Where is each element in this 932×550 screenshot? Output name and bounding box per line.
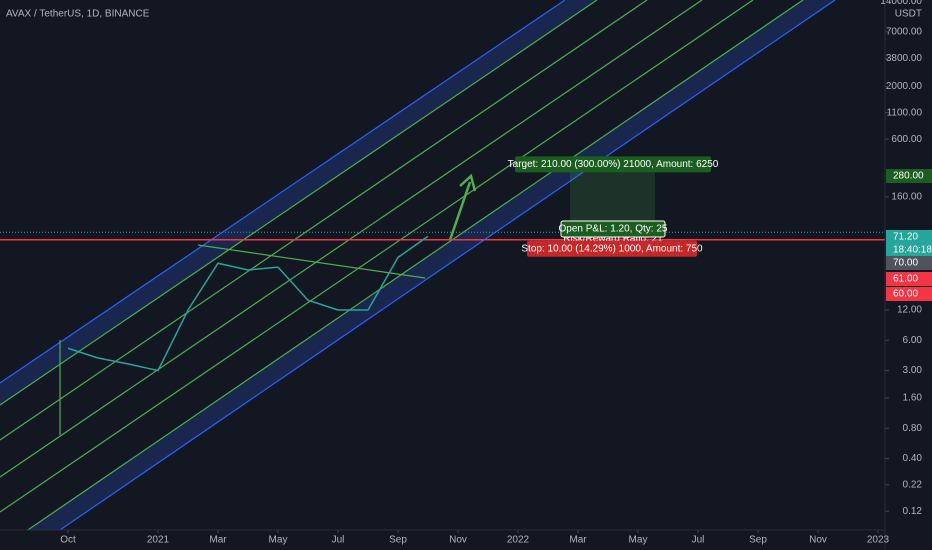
y-tick-label: 1.60 — [903, 393, 923, 404]
y-tick-label: 3800.00 — [886, 53, 923, 64]
y-tick-label: 0.12 — [903, 506, 923, 517]
y-tick-label: 160.00 — [891, 192, 922, 203]
price-label: 61.00 — [893, 274, 918, 285]
price-label-box — [886, 272, 932, 286]
countdown: 18:40:18 — [893, 245, 932, 256]
y-tick-label: 0.40 — [903, 453, 923, 464]
price-label-box — [886, 256, 932, 270]
stop-label: Stop: 10.00 (14.29%) 1000, Amount: 750 — [521, 243, 703, 254]
x-tick-label: Sep — [389, 535, 407, 546]
trend-line — [197, 244, 426, 279]
y-tick-label: 14000.00 — [880, 0, 922, 7]
y-tick-label: 0.22 — [903, 479, 923, 490]
x-tick-label: May — [269, 535, 288, 546]
y-tick-label: 0.80 — [903, 423, 923, 434]
price-label-box — [886, 169, 932, 183]
x-tick-label: Mar — [209, 535, 227, 546]
ratio-label: Risk/Reward Ratio: 21 — [563, 233, 663, 244]
x-tick-label: 2021 — [147, 535, 170, 546]
y-tick-label: 2000.00 — [886, 81, 923, 92]
channel-line — [0, 0, 648, 441]
x-tick-label: Mar — [569, 535, 587, 546]
channel-line — [0, 0, 566, 384]
price-line — [67, 235, 429, 372]
price-label: 280.00 — [893, 171, 924, 182]
y-tick-label: 1100.00 — [887, 107, 923, 118]
y-tick-label: 3.00 — [903, 365, 923, 376]
channel-line — [0, 0, 754, 513]
channel-line — [0, 0, 703, 478]
target-label: Target: 210.00 (300.00%) 21000, Amount: … — [508, 159, 719, 170]
channel-line — [58, 0, 836, 530]
x-tick-label: Nov — [809, 535, 827, 546]
x-tick-label: May — [629, 535, 648, 546]
x-tick-label: Oct — [60, 535, 76, 546]
x-tick-label: Sep — [749, 535, 767, 546]
x-tick-label: 2023 — [867, 535, 890, 546]
y-tick-label: 6.00 — [903, 335, 923, 346]
channel-line — [0, 0, 598, 406]
y-tick-label: 7000.00 — [886, 26, 923, 37]
x-tick-label: 2022 — [507, 535, 530, 546]
drawings — [0, 0, 836, 530]
pnl-label: Open P&L: 1.20, Qty: 25 — [559, 224, 668, 235]
price-label: 70.00 — [893, 258, 918, 269]
y-tick-label: 600.00 — [891, 134, 922, 145]
target-label-box — [515, 156, 711, 173]
x-tick-label: Nov — [449, 535, 467, 546]
price-label: 71.20 — [893, 232, 918, 243]
price-label: 60.00 — [893, 289, 918, 300]
y-tick-label: 12.00 — [897, 305, 922, 316]
y-unit: USDT — [895, 9, 922, 20]
arrow — [448, 181, 472, 241]
price-label-box — [886, 230, 932, 256]
stop-label-box — [527, 240, 697, 257]
price-label-box — [886, 287, 932, 301]
x-tick-label: Jul — [332, 535, 345, 546]
x-tick-label: Jul — [692, 535, 705, 546]
pnl-label-box — [560, 220, 666, 238]
channel-band — [27, 0, 835, 530]
chart-title: AVAX / TetherUS, 1D, BINANCE — [6, 9, 150, 20]
arrow-head — [459, 173, 477, 192]
